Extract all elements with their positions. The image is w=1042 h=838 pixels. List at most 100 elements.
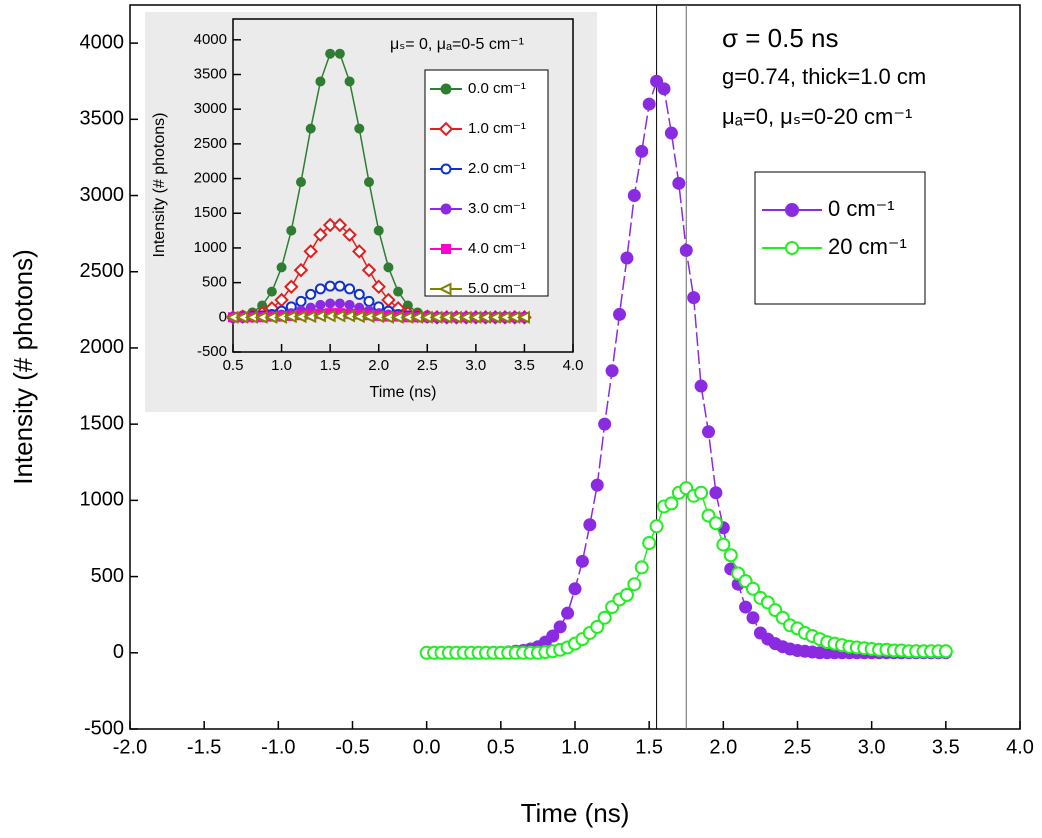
- y-tick-label: 3500: [80, 108, 125, 130]
- legend-label: 1.0 cm⁻¹: [468, 120, 526, 137]
- marker: [342, 227, 357, 243]
- marker: [314, 283, 326, 295]
- marker: [679, 243, 693, 257]
- marker: [746, 581, 760, 596]
- legend-marker: [440, 163, 452, 175]
- marker: [352, 244, 367, 259]
- legend-label: 3.0 cm⁻¹: [468, 200, 526, 217]
- marker: [325, 298, 336, 309]
- marker: [708, 516, 723, 531]
- marker: [516, 310, 530, 324]
- y-axis-label: Intensity (# photons): [151, 113, 168, 258]
- marker: [627, 577, 642, 592]
- marker: [635, 144, 649, 158]
- marker: [657, 82, 671, 96]
- x-tick-label: 2.5: [784, 736, 812, 758]
- marker: [305, 288, 317, 300]
- y-tick-label: 0: [219, 308, 227, 325]
- marker: [664, 496, 679, 511]
- marker: [286, 225, 297, 236]
- marker: [354, 123, 365, 134]
- legend-marker: [440, 203, 452, 215]
- x-axis-label: Time (ns): [521, 798, 630, 828]
- x-tick-label: -1.5: [187, 736, 221, 758]
- marker: [613, 307, 626, 321]
- marker: [325, 48, 336, 59]
- marker: [590, 478, 604, 492]
- marker: [694, 485, 709, 500]
- legend-label: 0 cm⁻¹: [828, 196, 895, 221]
- plot-frame: [232, 18, 574, 353]
- marker: [284, 279, 299, 295]
- marker: [344, 283, 356, 295]
- marker: [344, 299, 355, 310]
- marker: [315, 299, 326, 310]
- x-tick-label: 3.5: [514, 357, 535, 374]
- x-tick-label: -0.5: [335, 736, 369, 758]
- marker: [371, 279, 386, 295]
- y-tick-label: 3000: [80, 184, 125, 206]
- marker: [334, 298, 345, 309]
- marker: [334, 48, 345, 59]
- x-tick-label: -2.0: [113, 736, 147, 758]
- marker: [590, 619, 605, 634]
- marker: [664, 126, 678, 140]
- marker: [598, 417, 612, 431]
- y-tick-label: -500: [84, 717, 124, 739]
- x-tick-label: 3.0: [465, 357, 486, 374]
- marker: [642, 536, 657, 551]
- legend-marker: [785, 203, 799, 217]
- marker: [553, 620, 567, 634]
- marker: [364, 177, 374, 188]
- x-tick-label: 2.0: [368, 357, 389, 374]
- marker: [303, 244, 318, 259]
- y-tick-label: 2000: [80, 336, 125, 358]
- marker: [687, 291, 701, 305]
- marker: [363, 295, 375, 307]
- legend-marker: [441, 244, 451, 254]
- marker: [293, 262, 309, 278]
- x-tick-label: 1.5: [320, 357, 341, 374]
- x-tick-label: 4.0: [1006, 736, 1034, 758]
- y-tick-label: 4000: [194, 31, 227, 48]
- marker: [546, 629, 560, 643]
- x-tick-label: 2.5: [417, 357, 438, 374]
- x-tick-label: 0.0: [413, 736, 441, 758]
- marker: [605, 364, 619, 378]
- legend-label: 0.0 cm⁻¹: [468, 80, 526, 97]
- x-tick-label: 3.5: [932, 736, 960, 758]
- x-tick-label: 0.5: [487, 736, 515, 758]
- marker: [383, 262, 394, 273]
- marker: [634, 560, 649, 575]
- marker: [313, 227, 328, 243]
- annotation: g=0.74, thick=1.0 cm: [722, 64, 926, 89]
- x-tick-label: 3.0: [858, 736, 886, 758]
- legend-marker: [440, 83, 452, 95]
- marker: [597, 610, 612, 625]
- marker: [296, 177, 306, 188]
- x-tick-label: -1.0: [261, 736, 295, 758]
- y-tick-label: 1500: [80, 412, 125, 434]
- y-tick-label: 1500: [194, 204, 227, 221]
- y-tick-label: 2000: [194, 170, 227, 187]
- x-tick-label: 1.5: [635, 736, 663, 758]
- marker: [276, 262, 287, 273]
- y-tick-label: 2500: [194, 135, 227, 152]
- marker: [642, 97, 656, 111]
- x-axis-label: Time (ns): [370, 384, 437, 401]
- y-tick-label: 500: [202, 274, 227, 291]
- y-tick-label: 1000: [80, 489, 125, 511]
- y-tick-label: 4000: [80, 31, 125, 53]
- y-tick-label: 2500: [80, 260, 125, 282]
- legend-marker: [438, 282, 452, 296]
- marker: [315, 76, 326, 87]
- marker: [361, 262, 377, 278]
- marker: [332, 217, 348, 233]
- x-tick-label: 1.0: [271, 357, 292, 374]
- marker: [575, 554, 589, 568]
- marker: [709, 486, 723, 500]
- marker: [393, 286, 404, 297]
- marker: [322, 217, 338, 233]
